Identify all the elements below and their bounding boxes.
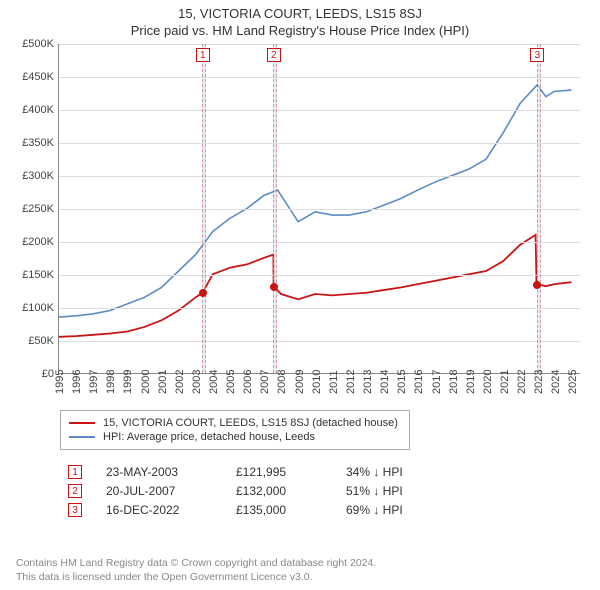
x-tick-label: 2014	[379, 370, 391, 394]
transaction-date: 20-JUL-2007	[106, 484, 236, 498]
y-tick-label: £500K	[22, 38, 54, 50]
gridline-horizontal	[59, 242, 580, 243]
gridline-horizontal	[59, 209, 580, 210]
gridline-horizontal	[59, 308, 580, 309]
x-tick-label: 2011	[328, 370, 340, 394]
legend: 15, VICTORIA COURT, LEEDS, LS15 8SJ (det…	[60, 410, 410, 450]
gridline-horizontal	[59, 77, 580, 78]
x-tick-label: 2015	[396, 370, 408, 394]
transaction-row: 3 16-DEC-2022£135,00069% ↓ HPI	[68, 503, 456, 517]
transaction-marker: 1	[196, 48, 210, 62]
x-axis: 1995199619971998199920002001200220032004…	[58, 376, 580, 404]
transaction-dot	[533, 281, 541, 289]
transaction-date: 23-MAY-2003	[106, 465, 236, 479]
y-tick-label: £350K	[22, 137, 54, 149]
transaction-row: 1 23-MAY-2003£121,99534% ↓ HPI	[68, 465, 456, 479]
transaction-dot	[199, 289, 207, 297]
transaction-band	[273, 44, 277, 373]
chart-title-address: 15, VICTORIA COURT, LEEDS, LS15 8SJ	[0, 6, 600, 21]
x-tick-label: 2023	[533, 370, 545, 394]
transaction-table: 1 23-MAY-2003£121,99534% ↓ HPI 2 20-JUL-200…	[68, 460, 456, 522]
y-tick-label: £400K	[22, 104, 54, 116]
transaction-row-marker: 3	[68, 503, 82, 517]
disclaimer: Contains HM Land Registry data © Crown c…	[16, 556, 376, 584]
disclaimer-line1: Contains HM Land Registry data © Crown c…	[16, 556, 376, 570]
legend-swatch	[69, 422, 95, 424]
gridline-horizontal	[59, 341, 580, 342]
x-tick-label: 2024	[550, 370, 562, 394]
y-tick-label: £200K	[22, 236, 54, 248]
x-tick-label: 1997	[88, 370, 100, 394]
x-tick-label: 2022	[516, 370, 528, 394]
transaction-pct: 34% ↓ HPI	[346, 465, 456, 479]
x-tick-label: 2006	[242, 370, 254, 394]
x-tick-label: 2010	[311, 370, 323, 394]
title-block: 15, VICTORIA COURT, LEEDS, LS15 8SJ Pric…	[0, 0, 600, 42]
x-tick-label: 2019	[465, 370, 477, 394]
series-line-hpi	[59, 85, 571, 317]
x-tick-label: 2007	[259, 370, 271, 394]
x-tick-label: 1995	[54, 370, 66, 394]
transaction-price: £121,995	[236, 465, 346, 479]
transaction-marker: 2	[267, 48, 281, 62]
gridline-horizontal	[59, 44, 580, 45]
x-tick-label: 1999	[122, 370, 134, 394]
gridline-horizontal	[59, 176, 580, 177]
y-tick-label: £50K	[28, 335, 54, 347]
y-axis: £0£50K£100K£150K£200K£250K£300K£350K£400…	[10, 44, 56, 374]
gridline-horizontal	[59, 110, 580, 111]
gridline-horizontal	[59, 143, 580, 144]
x-tick-label: 1998	[105, 370, 117, 394]
disclaimer-line2: This data is licensed under the Open Gov…	[16, 570, 376, 584]
y-tick-label: £250K	[22, 203, 54, 215]
legend-label: HPI: Average price, detached house, Leed…	[103, 431, 315, 443]
transaction-pct: 51% ↓ HPI	[346, 484, 456, 498]
series-line-price_paid	[59, 235, 571, 337]
x-tick-label: 2021	[499, 370, 511, 394]
x-tick-label: 2009	[294, 370, 306, 394]
x-tick-label: 2020	[482, 370, 494, 394]
y-tick-label: £300K	[22, 170, 54, 182]
chart: £0 £50K £100K £150K £200K £250K £300K £350K £400…	[10, 44, 590, 404]
y-tick-label: £450K	[22, 71, 54, 83]
legend-row: 15, VICTORIA COURT, LEEDS, LS15 8SJ (det…	[69, 417, 401, 429]
y-tick-label: £150K	[22, 269, 54, 281]
transaction-row-marker: 2	[68, 484, 82, 498]
transaction-band	[537, 44, 541, 373]
legend-row: HPI: Average price, detached house, Leed…	[69, 431, 401, 443]
transaction-row: 2 20-JUL-2007£132,00051% ↓ HPI	[68, 484, 456, 498]
y-tick-label: £100K	[22, 302, 54, 314]
x-tick-label: 1996	[71, 370, 83, 394]
x-tick-label: 2002	[174, 370, 186, 394]
transaction-marker: 3	[530, 48, 544, 62]
x-tick-label: 2017	[431, 370, 443, 394]
transaction-dot	[270, 283, 278, 291]
x-tick-label: 2013	[362, 370, 374, 394]
transaction-band	[202, 44, 206, 373]
x-tick-label: 2012	[345, 370, 357, 394]
x-tick-label: 2008	[276, 370, 288, 394]
transaction-price: £132,000	[236, 484, 346, 498]
x-tick-label: 2016	[413, 370, 425, 394]
chart-title-subtitle: Price paid vs. HM Land Registry's House …	[0, 23, 600, 38]
x-tick-label: 2005	[225, 370, 237, 394]
gridline-horizontal	[59, 275, 580, 276]
transaction-row-marker: 1	[68, 465, 82, 479]
transaction-pct: 69% ↓ HPI	[346, 503, 456, 517]
legend-swatch	[69, 436, 95, 438]
x-tick-label: 2018	[448, 370, 460, 394]
x-tick-label: 2003	[191, 370, 203, 394]
plot-area: 1 2 3	[58, 44, 580, 374]
y-tick-label: £0	[42, 368, 54, 380]
x-tick-label: 2001	[157, 370, 169, 394]
x-tick-label: 2004	[208, 370, 220, 394]
legend-label: 15, VICTORIA COURT, LEEDS, LS15 8SJ (det…	[103, 417, 398, 429]
x-tick-label: 2025	[567, 370, 579, 394]
x-tick-label: 2000	[140, 370, 152, 394]
transaction-price: £135,000	[236, 503, 346, 517]
transaction-date: 16-DEC-2022	[106, 503, 236, 517]
